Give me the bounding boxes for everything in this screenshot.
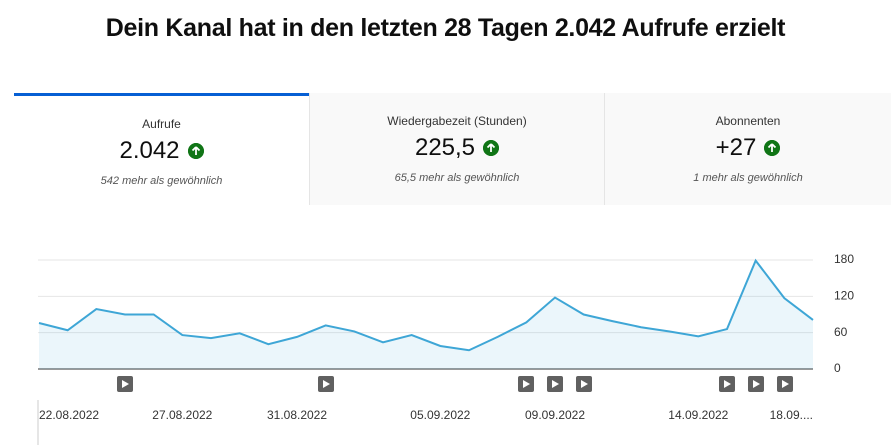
page-title: Dein Kanal hat in den letzten 28 Tagen 2… xyxy=(105,14,786,42)
video-marker[interactable] xyxy=(318,376,334,392)
metric-tab[interactable]: Wiedergabezeit (Stunden) 225,5 65,5 mehr… xyxy=(309,93,604,205)
video-marker[interactable] xyxy=(518,376,534,392)
metric-value-row: 2.042 xyxy=(14,137,309,165)
metric-label: Abonnenten xyxy=(715,114,781,128)
x-tick-label: 18.09.... xyxy=(770,408,813,422)
video-marker[interactable] xyxy=(748,376,764,392)
video-marker[interactable] xyxy=(547,376,563,392)
video-markers xyxy=(117,376,793,392)
y-tick-label: 180 xyxy=(834,252,854,266)
metric-value: +27 xyxy=(715,134,757,161)
metric-label: Aufrufe xyxy=(142,117,181,131)
metric-value-row: 225,5 xyxy=(310,134,604,162)
y-tick-label: 0 xyxy=(834,361,841,375)
up-icon xyxy=(764,140,781,156)
up-icon xyxy=(483,140,500,156)
x-tick-label: 05.09.2022 xyxy=(410,408,470,422)
video-marker[interactable] xyxy=(719,376,735,392)
area xyxy=(39,260,813,369)
metric-value: 225,5 xyxy=(414,134,476,161)
line xyxy=(38,258,814,352)
y-tick-label: 120 xyxy=(834,289,854,303)
metric-value: 2.042 xyxy=(119,137,180,164)
metric-note: 1 mehr als gewöhnlich xyxy=(693,172,803,184)
up-icon xyxy=(187,143,204,159)
x-tick-label: 31.08.2022 xyxy=(267,408,327,422)
metric-tab[interactable]: Abonnenten +27 1 mehr als gewöhnlich xyxy=(604,93,891,205)
video-marker[interactable] xyxy=(117,376,133,392)
metric-value-row: +27 xyxy=(605,134,891,162)
video-marker[interactable] xyxy=(777,376,793,392)
metric-note: 542 mehr als gewöhnlich xyxy=(100,175,223,187)
chart: 18.09.... 14.09.2022 09.09.2022 05.09.2022 3… xyxy=(37,252,854,445)
metric-note: 65,5 mehr als gewöhnlich xyxy=(394,172,520,184)
video-marker[interactable] xyxy=(576,376,592,392)
y-tick-label: 60 xyxy=(834,325,848,339)
x-tick-label: 09.09.2022 xyxy=(525,408,585,422)
x-tick-label: 27.08.2022 xyxy=(152,408,212,422)
metric-label: Wiedergabezeit (Stunden) xyxy=(387,114,527,128)
metric-tab[interactable]: Aufrufe 2.042 542 mehr als gewöhnlich xyxy=(14,93,309,205)
x-tick-label: 14.09.2022 xyxy=(668,408,728,422)
x-tick-label: 22.08.2022 xyxy=(39,408,99,422)
